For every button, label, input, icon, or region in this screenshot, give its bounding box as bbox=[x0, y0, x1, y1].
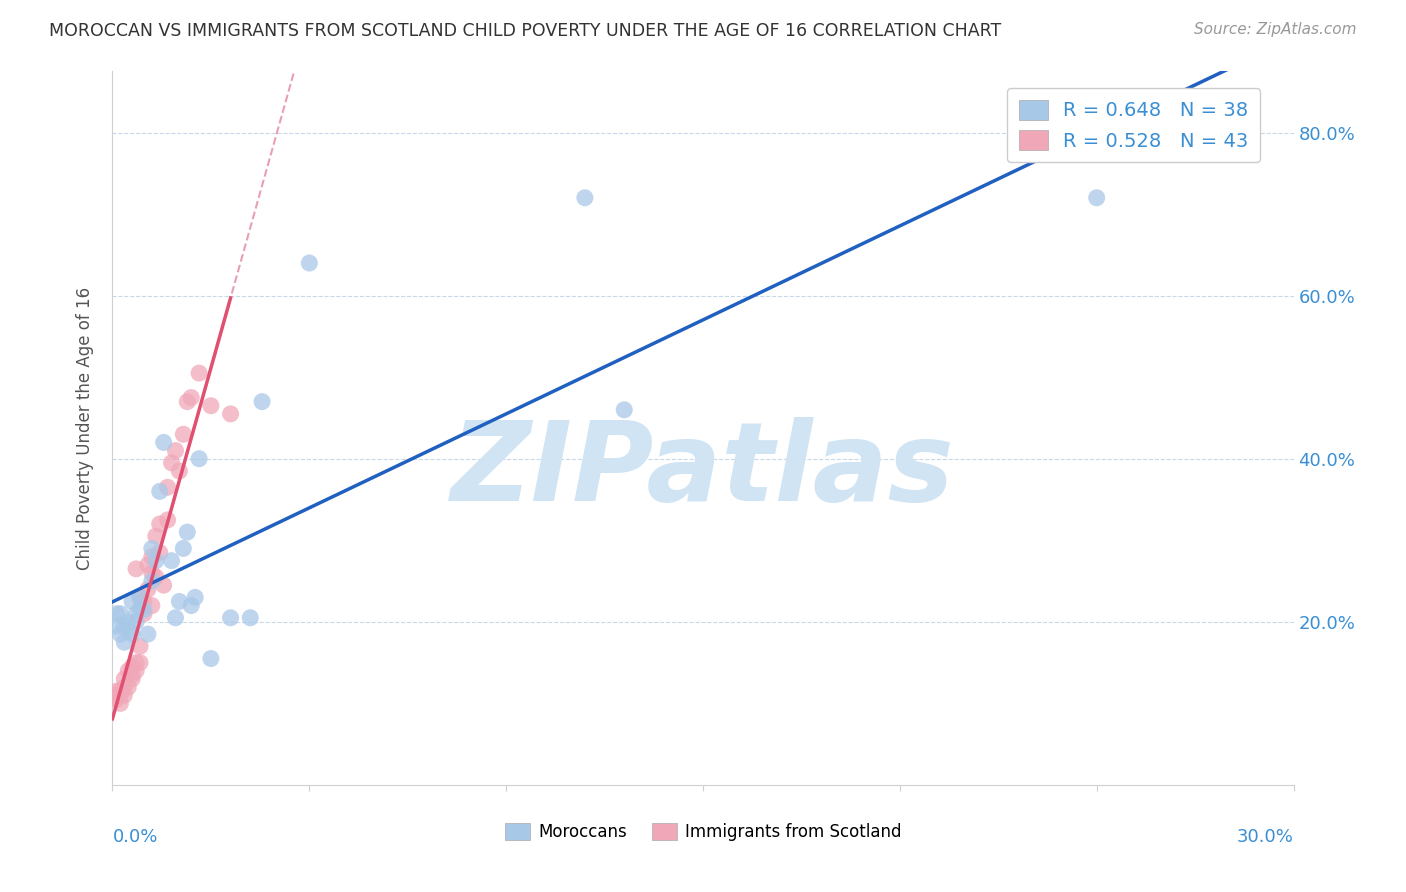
Legend: Moroccans, Immigrants from Scotland: Moroccans, Immigrants from Scotland bbox=[498, 816, 908, 848]
Point bbox=[110, 607, 132, 621]
Point bbox=[117, 680, 139, 694]
Point bbox=[141, 599, 163, 613]
Point bbox=[136, 627, 159, 641]
Point bbox=[160, 456, 183, 470]
Point bbox=[149, 545, 172, 559]
Point bbox=[141, 549, 163, 564]
Point bbox=[105, 692, 128, 706]
Point bbox=[156, 480, 179, 494]
Point bbox=[125, 656, 148, 670]
Point bbox=[112, 635, 135, 649]
Point bbox=[145, 570, 167, 584]
Point bbox=[129, 602, 152, 616]
Point bbox=[121, 594, 143, 608]
Point bbox=[200, 399, 222, 413]
Point bbox=[129, 591, 152, 605]
Point bbox=[136, 558, 159, 572]
Point bbox=[172, 541, 194, 556]
Point bbox=[117, 623, 139, 637]
Point bbox=[121, 672, 143, 686]
Text: 0.0%: 0.0% bbox=[112, 828, 157, 846]
Point bbox=[132, 602, 155, 616]
Y-axis label: Child Poverty Under the Age of 16: Child Poverty Under the Age of 16 bbox=[76, 286, 94, 570]
Point bbox=[129, 656, 152, 670]
Text: MOROCCAN VS IMMIGRANTS FROM SCOTLAND CHILD POVERTY UNDER THE AGE OF 16 CORRELATI: MOROCCAN VS IMMIGRANTS FROM SCOTLAND CHI… bbox=[49, 22, 1001, 40]
Point bbox=[160, 554, 183, 568]
Point bbox=[200, 651, 222, 665]
Point bbox=[152, 578, 174, 592]
Point bbox=[125, 607, 148, 621]
Point bbox=[110, 697, 132, 711]
Point bbox=[110, 688, 132, 702]
Point bbox=[298, 256, 321, 270]
Point bbox=[141, 574, 163, 588]
Point bbox=[110, 627, 132, 641]
Point bbox=[105, 684, 128, 698]
Point bbox=[121, 668, 143, 682]
Point bbox=[239, 611, 262, 625]
Point bbox=[165, 443, 187, 458]
Text: ZIPatlas: ZIPatlas bbox=[451, 417, 955, 524]
Point bbox=[145, 529, 167, 543]
Point bbox=[180, 391, 202, 405]
Point bbox=[188, 451, 211, 466]
Point bbox=[176, 394, 198, 409]
Point bbox=[169, 464, 191, 478]
Text: Source: ZipAtlas.com: Source: ZipAtlas.com bbox=[1194, 22, 1357, 37]
Point bbox=[180, 599, 202, 613]
Point bbox=[129, 591, 152, 605]
Point bbox=[112, 672, 135, 686]
Point bbox=[188, 366, 211, 380]
Point bbox=[165, 611, 187, 625]
Point bbox=[145, 554, 167, 568]
Point bbox=[184, 591, 207, 605]
Point bbox=[117, 664, 139, 678]
Point bbox=[132, 607, 155, 621]
Point bbox=[574, 191, 596, 205]
Point bbox=[219, 407, 242, 421]
Point bbox=[169, 594, 191, 608]
Point bbox=[172, 427, 194, 442]
Point bbox=[141, 566, 163, 580]
Point bbox=[132, 594, 155, 608]
Point bbox=[149, 516, 172, 531]
Point bbox=[105, 607, 128, 621]
Point bbox=[110, 684, 132, 698]
Point bbox=[149, 484, 172, 499]
Point bbox=[1223, 93, 1246, 107]
Point bbox=[103, 688, 125, 702]
Point bbox=[141, 541, 163, 556]
Point bbox=[129, 640, 152, 654]
Point bbox=[1085, 191, 1108, 205]
Point bbox=[112, 688, 135, 702]
Point bbox=[121, 627, 143, 641]
Point bbox=[219, 611, 242, 625]
Point bbox=[117, 615, 139, 629]
Point bbox=[152, 435, 174, 450]
Point bbox=[613, 402, 636, 417]
Point bbox=[176, 525, 198, 540]
Point bbox=[121, 659, 143, 673]
Point bbox=[156, 513, 179, 527]
Point bbox=[125, 562, 148, 576]
Text: 30.0%: 30.0% bbox=[1237, 828, 1294, 846]
Point bbox=[125, 664, 148, 678]
Point bbox=[250, 394, 273, 409]
Point bbox=[112, 619, 135, 633]
Point bbox=[136, 582, 159, 597]
Point bbox=[112, 680, 135, 694]
Point bbox=[105, 619, 128, 633]
Point bbox=[125, 615, 148, 629]
